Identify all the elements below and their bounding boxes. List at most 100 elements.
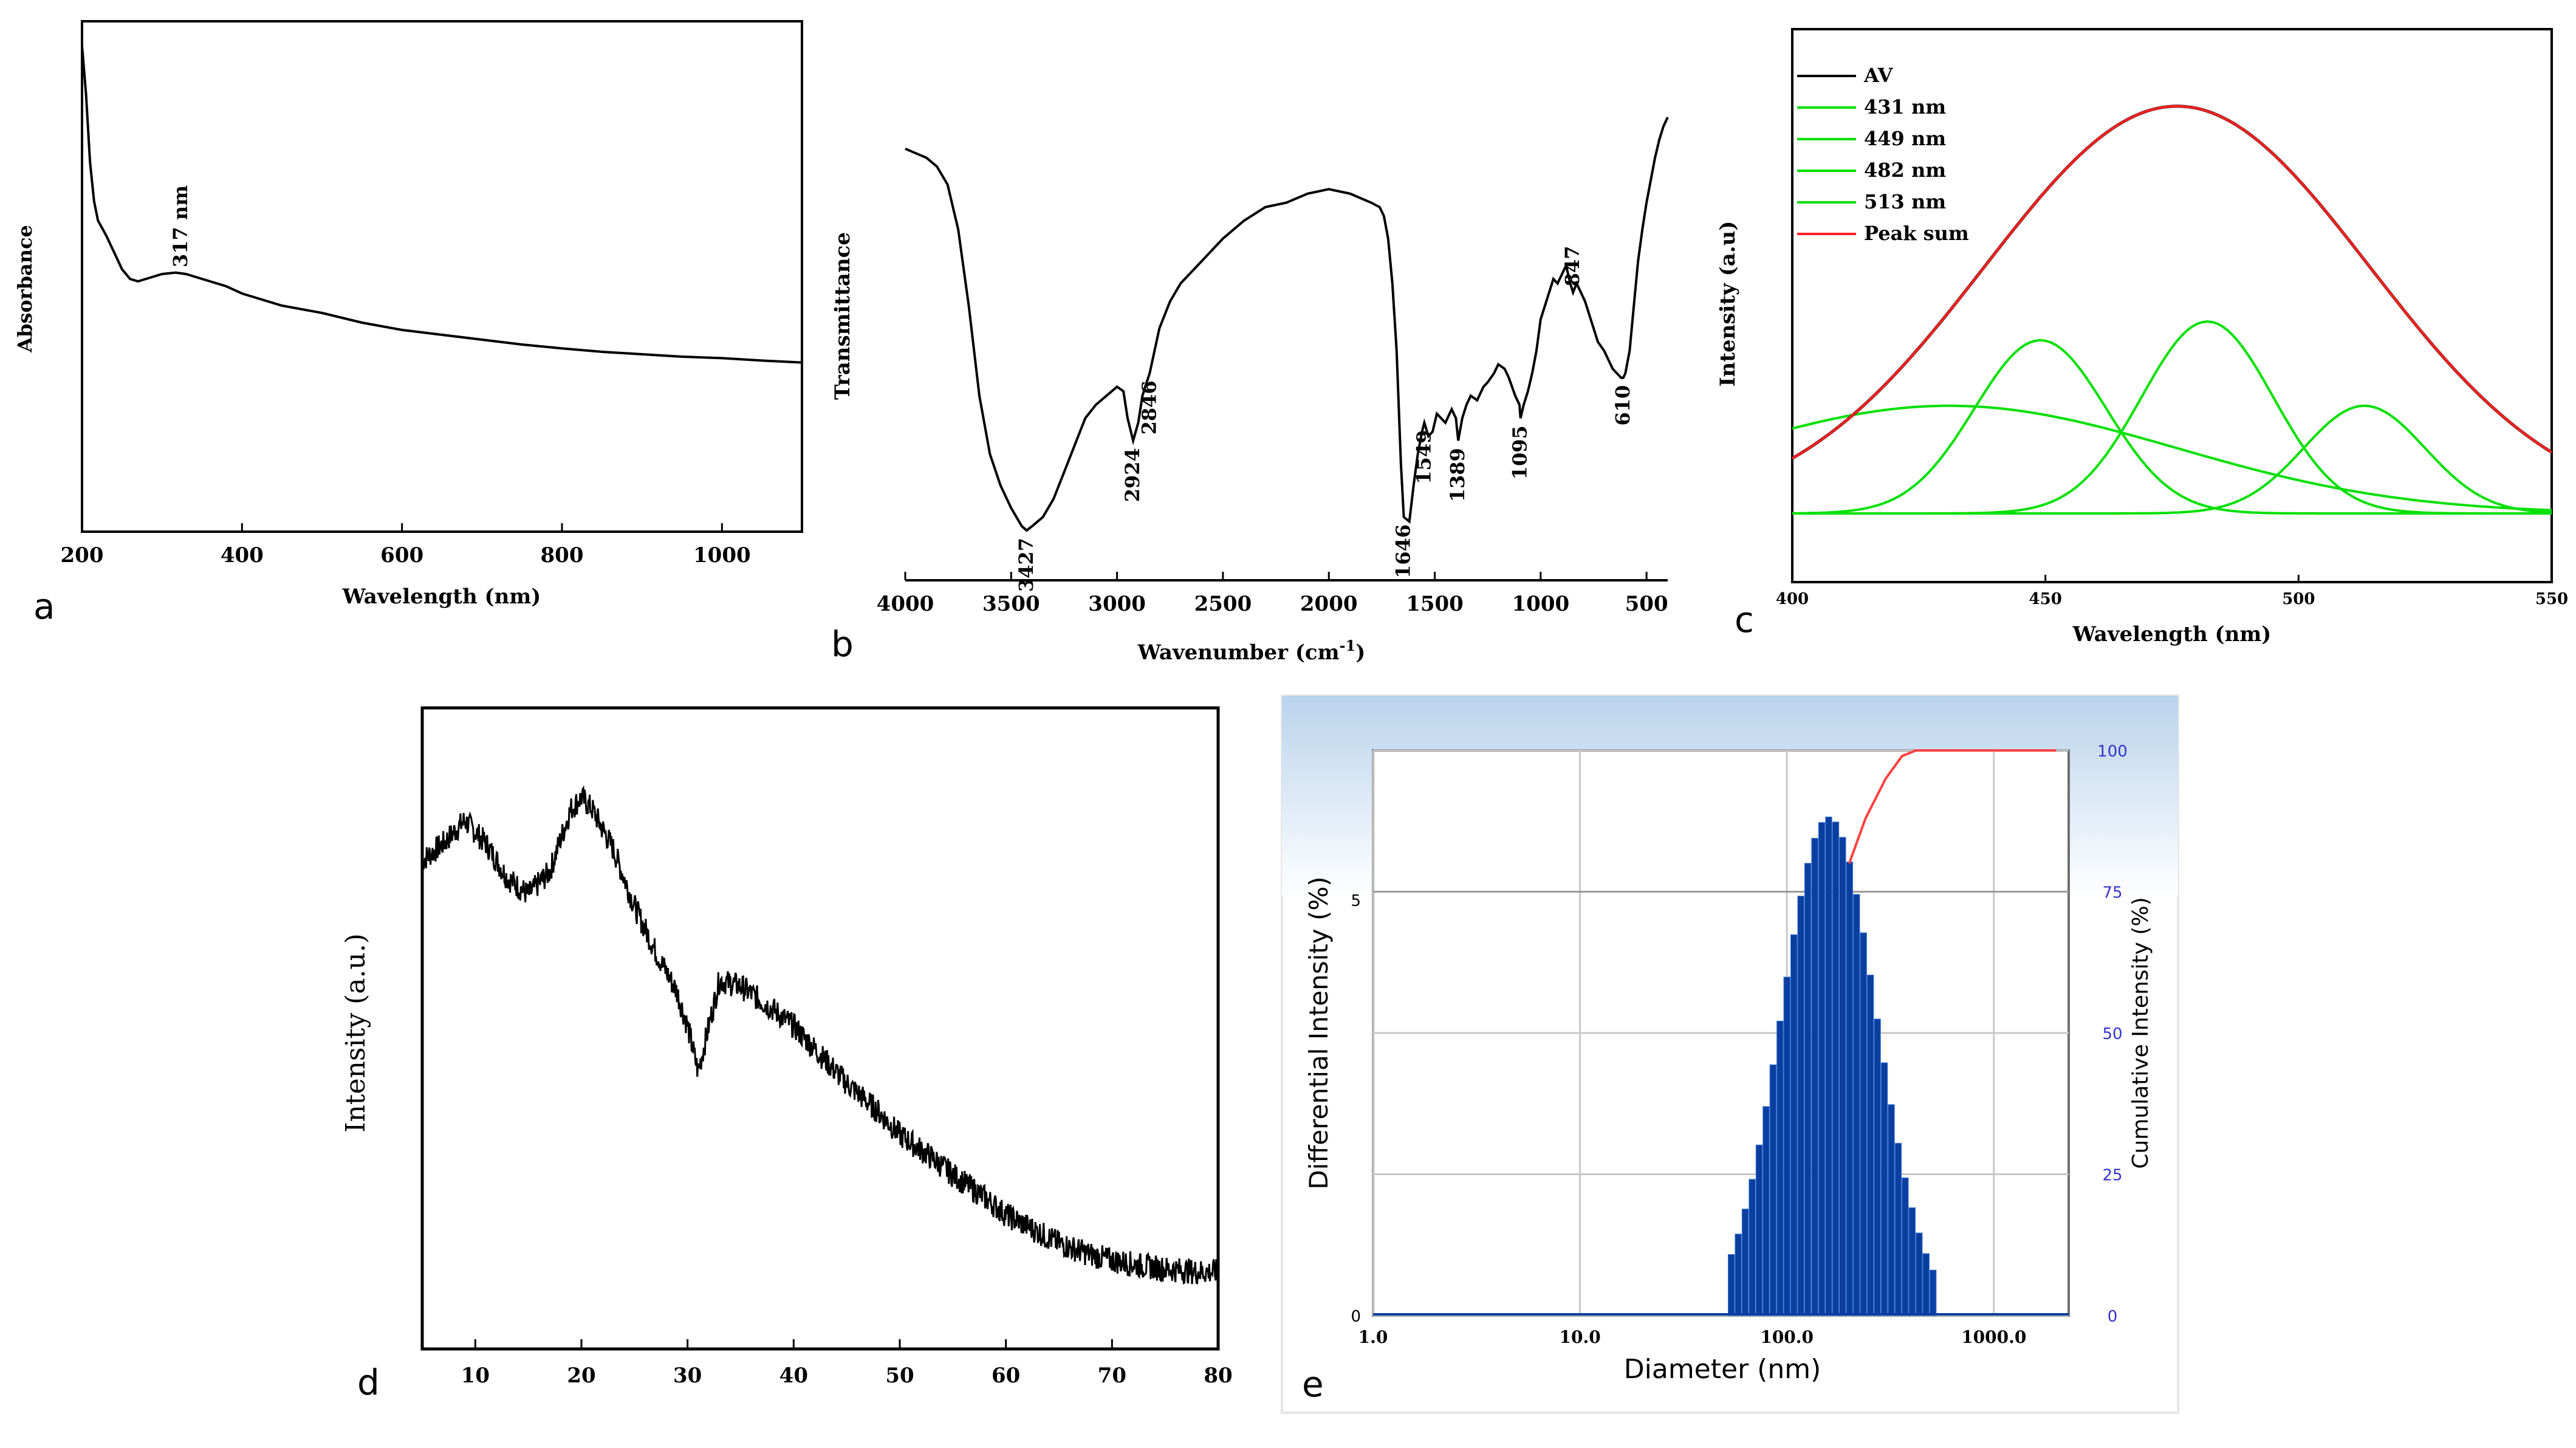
panel-a-x-tick-label: 1000 bbox=[693, 543, 751, 568]
panel-e-bar bbox=[1762, 1106, 1770, 1316]
panel-d-x-tick-label: 40 bbox=[779, 1364, 808, 1388]
panel-c-legend: AV 431 nm 449 nm 482 nm 513 nm Peak sum bbox=[1797, 64, 1969, 245]
panel-d-label: d bbox=[357, 1362, 380, 1403]
panel-e-x-tick-label: 1.0 bbox=[1358, 1327, 1388, 1347]
panel-d-x-tick-label: 30 bbox=[673, 1364, 702, 1388]
panel-c-x-tick-label: 400 bbox=[1776, 590, 1809, 608]
panel-d-chart: 10 20 30 40 50 60 70 80 Intensity (a.u.) d bbox=[340, 706, 1233, 1403]
panel-b-label: b bbox=[831, 623, 854, 665]
panel-c-series-line bbox=[1792, 338, 2552, 515]
panel-e-y2-tick-label: 25 bbox=[2102, 1167, 2122, 1185]
panel-c-plot bbox=[1791, 105, 2553, 515]
panel-a-absorbance-line bbox=[81, 45, 803, 364]
panel-c-legend-label: 431 nm bbox=[1864, 95, 1946, 118]
panel-c-chart: 400 450 500 550 AV 431 nm 449 nm 482 nm 513 nm P… bbox=[1716, 28, 2568, 647]
panel-e-bar bbox=[1908, 1207, 1916, 1316]
panel-a-x-ticks: 200 400 600 800 1000 bbox=[61, 523, 751, 568]
panel-c-x-tick-label: 500 bbox=[2282, 590, 2315, 608]
panel-e-bar bbox=[1839, 837, 1846, 1316]
panel-e-y2-tick-label: 50 bbox=[2102, 1025, 2122, 1043]
panel-a-label: a bbox=[33, 586, 55, 627]
panel-e-bar bbox=[1866, 975, 1874, 1316]
panel-b-x-tick-label: 3500 bbox=[982, 592, 1040, 616]
panel-e-bar bbox=[1727, 1254, 1735, 1316]
panel-d-x-tick-label: 80 bbox=[1204, 1364, 1232, 1388]
panel-a-peak-annotation: 317 nm bbox=[169, 185, 192, 267]
panel-b-chart: 4000 3500 3000 2500 2000 1500 1000 500 3427 2924… bbox=[831, 117, 1669, 665]
panel-c-series-line bbox=[1791, 105, 2553, 460]
panel-e-bar bbox=[1880, 1062, 1888, 1316]
panel-e-bar bbox=[1776, 1020, 1784, 1316]
panel-b-peak-label: 1549 bbox=[1412, 430, 1435, 484]
panel-b-peak-label: 1389 bbox=[1446, 448, 1469, 502]
panel-e-y2-tick-label: 0 bbox=[2108, 1308, 2118, 1326]
panel-b-x-tick-label: 3000 bbox=[1088, 592, 1146, 616]
panel-a-x-tick-label: 800 bbox=[541, 543, 584, 568]
panel-d-y-label: Intensity (a.u.) bbox=[340, 933, 371, 1133]
panel-e-bar bbox=[1860, 932, 1867, 1316]
panel-c-y-label: Intensity (a.u) bbox=[1716, 221, 1740, 387]
panel-e-x-tick-label: 1000.0 bbox=[1961, 1327, 2026, 1347]
panel-b-x-tick-label: 1500 bbox=[1406, 592, 1464, 616]
panel-a-x-tick-label: 200 bbox=[61, 543, 104, 568]
panel-b-x-tick-label: 4000 bbox=[877, 592, 934, 616]
panel-e-y-tick-label: 0 bbox=[1351, 1308, 1361, 1326]
panel-b-x-tick-label: 500 bbox=[1625, 592, 1668, 616]
panel-e-bar bbox=[1902, 1177, 1909, 1316]
panel-b-x-ticks: 4000 3500 3000 2500 2000 1500 1000 500 bbox=[877, 572, 1668, 616]
panel-e-x-label: Diameter (nm) bbox=[1624, 1354, 1821, 1385]
panel-b-peak-label: 2924 bbox=[1121, 448, 1144, 502]
panel-c-legend-label: 482 nm bbox=[1864, 159, 1946, 182]
panel-b-x-label: Wavenumber (cm-1) bbox=[1137, 637, 1366, 665]
panel-e-bar bbox=[1755, 1144, 1763, 1316]
panel-c-legend-label: 449 nm bbox=[1864, 127, 1946, 150]
panel-d-xrd-line bbox=[421, 785, 1219, 1285]
panel-b-peak-annotations: 3427 2924 2846 1646 1549 1389 1095 847 610 bbox=[1015, 246, 1634, 592]
panel-d-x-tick-label: 70 bbox=[1098, 1364, 1126, 1388]
panel-a-frame bbox=[81, 20, 803, 533]
panel-a-x-tick-label: 600 bbox=[380, 543, 423, 568]
panel-e-bar bbox=[1825, 816, 1832, 1316]
panel-b-peak-label: 2846 bbox=[1137, 380, 1160, 434]
panel-e-cumulative bbox=[1848, 749, 2057, 864]
panel-e-bar bbox=[1832, 822, 1840, 1316]
panel-b-plot bbox=[905, 117, 1669, 532]
panel-e-y-label: Differential Intensity (%) bbox=[1304, 876, 1334, 1189]
panel-c-series-line bbox=[1792, 404, 2552, 512]
panel-a-plot bbox=[81, 45, 803, 364]
panel-e-y2-tick-label: 75 bbox=[2102, 884, 2122, 902]
panel-e-bar bbox=[1894, 1142, 1902, 1316]
panel-e-bar bbox=[1922, 1253, 1930, 1316]
panel-e-x-tick-label: 100.0 bbox=[1760, 1327, 1814, 1347]
panel-e-bar bbox=[1874, 1018, 1881, 1316]
panel-e-bar bbox=[1853, 894, 1860, 1316]
panel-e-label: e bbox=[1302, 1364, 1324, 1405]
panel-e-bar bbox=[1804, 863, 1812, 1316]
panel-e-bar bbox=[1790, 934, 1798, 1316]
panel-c-legend-label: 513 nm bbox=[1864, 190, 1946, 213]
panel-c-series-line bbox=[1792, 404, 2552, 515]
panel-e-bar bbox=[1735, 1234, 1742, 1316]
panel-e-bar bbox=[1888, 1104, 1895, 1316]
panel-d-x-tick-label: 50 bbox=[885, 1364, 914, 1388]
panel-c-x-tick-label: 450 bbox=[2029, 590, 2062, 608]
panel-e-bar bbox=[1916, 1232, 1923, 1316]
panel-a-x-label: Wavelength (nm) bbox=[342, 585, 541, 609]
panel-b-peak-label: 610 bbox=[1611, 385, 1634, 426]
panel-e-y2-label: Cumulative Intensity (%) bbox=[2128, 897, 2153, 1168]
panel-b-x-tick-label: 2000 bbox=[1300, 592, 1358, 616]
panel-d-plot bbox=[421, 785, 1219, 1285]
panel-c-legend-label: AV bbox=[1863, 64, 1894, 87]
panel-d-x-ticks: 10 20 30 40 50 60 70 80 bbox=[461, 1339, 1233, 1388]
panel-e-bar bbox=[1741, 1209, 1749, 1316]
panel-e-bar bbox=[1846, 861, 1854, 1316]
panel-d-frame bbox=[420, 706, 1220, 1351]
panel-d-x-tick-label: 60 bbox=[992, 1364, 1020, 1388]
panel-e-bar bbox=[1797, 896, 1804, 1316]
panel-a-chart: 200 400 600 800 1000 Wavelength (nm) Absorba… bbox=[13, 20, 803, 627]
panel-e-bar bbox=[1818, 822, 1826, 1316]
panel-c-legend-label: Peak sum bbox=[1864, 222, 1969, 245]
panel-e-bar bbox=[1811, 838, 1818, 1316]
panel-d-x-tick-label: 10 bbox=[461, 1364, 490, 1388]
